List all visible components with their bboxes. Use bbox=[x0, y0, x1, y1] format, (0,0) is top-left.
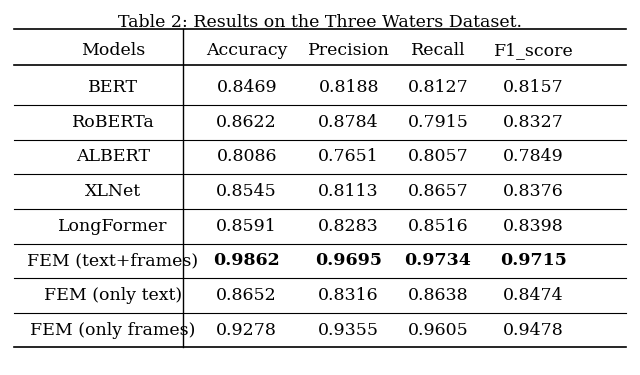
Text: ALBERT: ALBERT bbox=[76, 148, 150, 165]
Text: 0.8657: 0.8657 bbox=[408, 183, 468, 200]
Text: 0.8283: 0.8283 bbox=[318, 218, 379, 235]
Text: 0.7651: 0.7651 bbox=[318, 148, 379, 165]
Text: FEM (only text): FEM (only text) bbox=[44, 287, 182, 304]
Text: 0.8157: 0.8157 bbox=[503, 79, 564, 96]
Text: 0.8086: 0.8086 bbox=[216, 148, 277, 165]
Text: LongFormer: LongFormer bbox=[58, 218, 168, 235]
Text: Models: Models bbox=[81, 42, 145, 59]
Text: 0.8516: 0.8516 bbox=[408, 218, 468, 235]
Text: 0.7915: 0.7915 bbox=[408, 114, 468, 131]
Text: F1_score: F1_score bbox=[493, 42, 573, 59]
Text: 0.8316: 0.8316 bbox=[318, 287, 379, 304]
Text: XLNet: XLNet bbox=[85, 183, 141, 200]
Text: Accuracy: Accuracy bbox=[206, 42, 287, 59]
Text: 0.8188: 0.8188 bbox=[319, 79, 379, 96]
Text: 0.8545: 0.8545 bbox=[216, 183, 277, 200]
Text: 0.8622: 0.8622 bbox=[216, 114, 277, 131]
Text: 0.8398: 0.8398 bbox=[503, 218, 564, 235]
Text: FEM (only frames): FEM (only frames) bbox=[30, 321, 196, 339]
Text: 0.9278: 0.9278 bbox=[216, 321, 277, 339]
Text: Precision: Precision bbox=[308, 42, 390, 59]
Text: 0.9355: 0.9355 bbox=[318, 321, 379, 339]
Text: 0.9478: 0.9478 bbox=[503, 321, 564, 339]
Text: 0.8652: 0.8652 bbox=[216, 287, 277, 304]
Text: 0.8469: 0.8469 bbox=[216, 79, 277, 96]
Text: 0.9605: 0.9605 bbox=[408, 321, 468, 339]
Text: 0.9695: 0.9695 bbox=[315, 252, 382, 269]
Text: Table 2: Results on the Three Waters Dataset.: Table 2: Results on the Three Waters Dat… bbox=[118, 14, 522, 32]
Text: 0.8057: 0.8057 bbox=[408, 148, 468, 165]
Text: 0.8784: 0.8784 bbox=[318, 114, 379, 131]
Text: 0.8127: 0.8127 bbox=[408, 79, 468, 96]
Text: FEM (text+frames): FEM (text+frames) bbox=[28, 252, 198, 269]
Text: 0.9862: 0.9862 bbox=[213, 252, 280, 269]
Text: 0.9734: 0.9734 bbox=[404, 252, 471, 269]
Text: 0.8327: 0.8327 bbox=[503, 114, 564, 131]
Text: 0.8113: 0.8113 bbox=[318, 183, 379, 200]
Text: BERT: BERT bbox=[88, 79, 138, 96]
Text: 0.7849: 0.7849 bbox=[503, 148, 564, 165]
Text: 0.9715: 0.9715 bbox=[500, 252, 567, 269]
Text: 0.8638: 0.8638 bbox=[408, 287, 468, 304]
Text: RoBERTa: RoBERTa bbox=[72, 114, 154, 131]
Text: Recall: Recall bbox=[411, 42, 465, 59]
Text: 0.8591: 0.8591 bbox=[216, 218, 277, 235]
Text: 0.8474: 0.8474 bbox=[503, 287, 564, 304]
Text: 0.8376: 0.8376 bbox=[503, 183, 564, 200]
